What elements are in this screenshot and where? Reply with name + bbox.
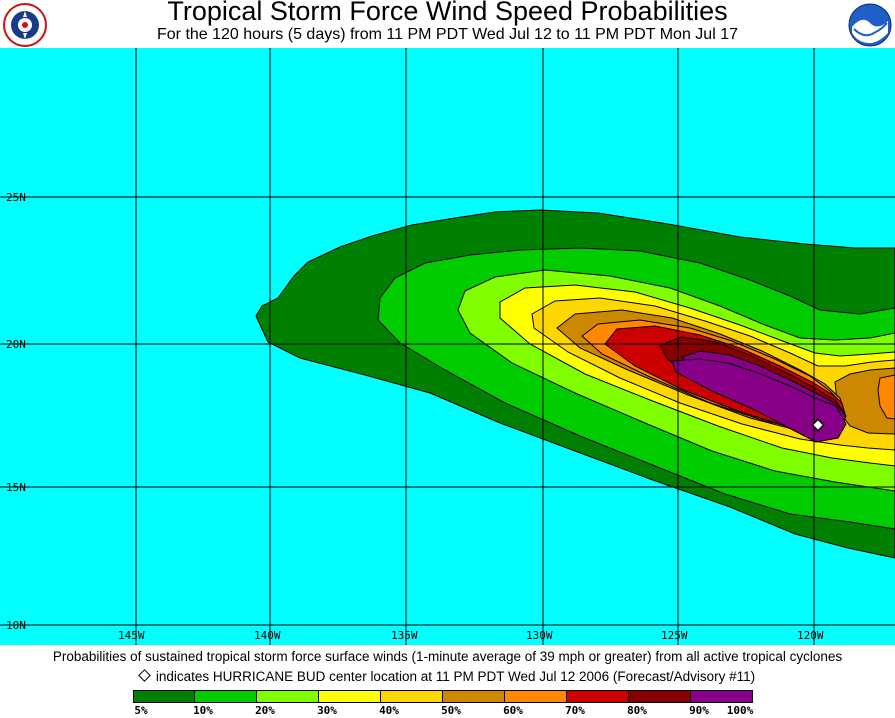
longitude-label: 140W	[254, 629, 281, 642]
legend-tick-label: 50%	[441, 704, 461, 717]
probability-map: 25N 20N 15N 10N 145W 140W 135W 130W 125W 120W	[0, 48, 895, 645]
legend-tick-label: 70%	[565, 704, 585, 717]
legend-tick-label: 10%	[193, 704, 213, 717]
grid-lines	[0, 48, 895, 645]
footer-description: Probabilities of sustained tropical stor…	[52, 649, 843, 664]
legend-tick-label: 20%	[255, 704, 275, 717]
noaa-logo	[848, 3, 892, 47]
legend-swatch	[443, 690, 505, 703]
longitude-label: 120W	[797, 629, 824, 642]
page-subtitle: For the 120 hours (5 days) from 11 PM PD…	[157, 26, 738, 43]
contour-60pct-east	[877, 374, 895, 420]
latitude-label: 10N	[6, 619, 26, 632]
nws-logo	[3, 3, 47, 47]
footer-marker-note: indicates HURRICANE BUD center location …	[0, 669, 895, 684]
diamond-icon	[138, 669, 151, 682]
latitude-label: 20N	[6, 338, 26, 351]
longitude-labels: 145W 140W 135W 130W 125W 120W	[118, 629, 824, 642]
legend-swatch	[319, 690, 381, 703]
page-title: Tropical Storm Force Wind Speed Probabil…	[167, 0, 728, 26]
color-legend	[133, 690, 753, 703]
longitude-label: 135W	[391, 629, 418, 642]
header: Tropical Storm Force Wind Speed Probabil…	[0, 0, 895, 48]
legend-swatch	[567, 690, 629, 703]
legend-tick-label: 90%	[689, 704, 709, 717]
longitude-label: 130W	[526, 629, 553, 642]
legend-swatch	[381, 690, 443, 703]
legend-tick-labels: 5% 10% 20% 30% 40% 50% 60% 70% 80% 90% 100%	[0, 704, 895, 718]
marker-note-text: indicates HURRICANE BUD center location …	[155, 669, 756, 684]
legend-tick-label: 80%	[627, 704, 647, 717]
legend-tick-label: 5%	[134, 704, 148, 717]
legend-swatch	[133, 690, 195, 703]
legend-swatch	[691, 690, 753, 703]
storm-center-marker	[811, 418, 825, 432]
probability-contours	[255, 209, 895, 559]
contour-100pct	[671, 358, 847, 443]
longitude-label: 145W	[118, 629, 145, 642]
legend-swatch	[257, 690, 319, 703]
latitude-label: 25N	[6, 191, 26, 204]
legend-swatch	[505, 690, 567, 703]
legend-swatch	[195, 690, 257, 703]
latitude-label: 15N	[6, 481, 26, 494]
legend-tick-label: 30%	[317, 704, 337, 717]
legend-swatch	[629, 690, 691, 703]
latitude-labels: 25N 20N 15N 10N	[6, 191, 26, 632]
legend-tick-label: 100%	[726, 704, 754, 717]
longitude-label: 125W	[661, 629, 688, 642]
legend-tick-label: 60%	[503, 704, 523, 717]
legend-tick-label: 40%	[379, 704, 399, 717]
